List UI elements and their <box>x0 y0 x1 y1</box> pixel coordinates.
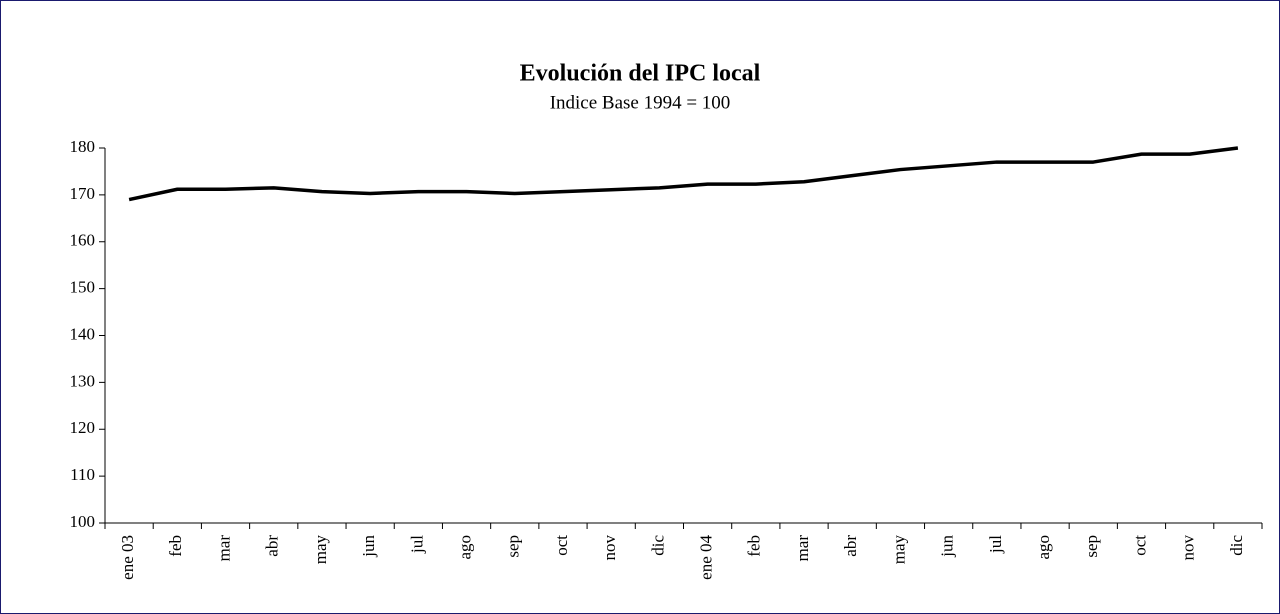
y-tick-label: 100 <box>70 512 96 531</box>
x-tick-label: abr <box>263 535 282 557</box>
x-tick-label: oct <box>552 535 571 556</box>
chart-subtitle: Indice Base 1994 = 100 <box>550 92 731 113</box>
x-tick-label: jul <box>986 535 1005 554</box>
x-tick-label: sep <box>1082 535 1101 558</box>
y-tick-label: 130 <box>70 371 96 390</box>
x-tick-label: mar <box>214 535 233 562</box>
y-tick-label: 180 <box>70 137 96 156</box>
chart-title: Evolución del IPC local <box>520 61 761 87</box>
y-tick-label: 120 <box>70 418 96 437</box>
x-tick-label: nov <box>1179 535 1198 561</box>
x-tick-label: ago <box>1034 535 1053 560</box>
x-tick-label: oct <box>1130 535 1149 556</box>
x-tick-label: sep <box>504 535 523 558</box>
x-tick-label: dic <box>648 535 667 556</box>
y-tick-label: 110 <box>70 465 95 484</box>
x-tick-label: ago <box>455 535 474 560</box>
x-tick-label: dic <box>1227 535 1246 556</box>
x-tick-label: jun <box>359 535 378 558</box>
x-tick-label: may <box>889 535 908 565</box>
x-tick-label: mar <box>793 535 812 562</box>
data-line <box>128 146 1239 202</box>
x-tick-label: ene 04 <box>697 535 716 580</box>
y-tick-label: 140 <box>70 324 96 343</box>
x-tick-label: feb <box>166 535 185 557</box>
y-tick-label: 160 <box>70 231 96 250</box>
y-tick-label: 150 <box>70 278 96 297</box>
x-tick-label: ene 03 <box>118 535 137 580</box>
x-tick-label: jun <box>938 535 957 558</box>
x-tick-label: feb <box>745 535 764 557</box>
x-tick-label: abr <box>841 535 860 557</box>
x-tick-label: may <box>311 535 330 565</box>
x-tick-label: nov <box>600 535 619 561</box>
x-tick-label: jul <box>407 535 426 554</box>
y-tick-label: 170 <box>70 184 96 203</box>
